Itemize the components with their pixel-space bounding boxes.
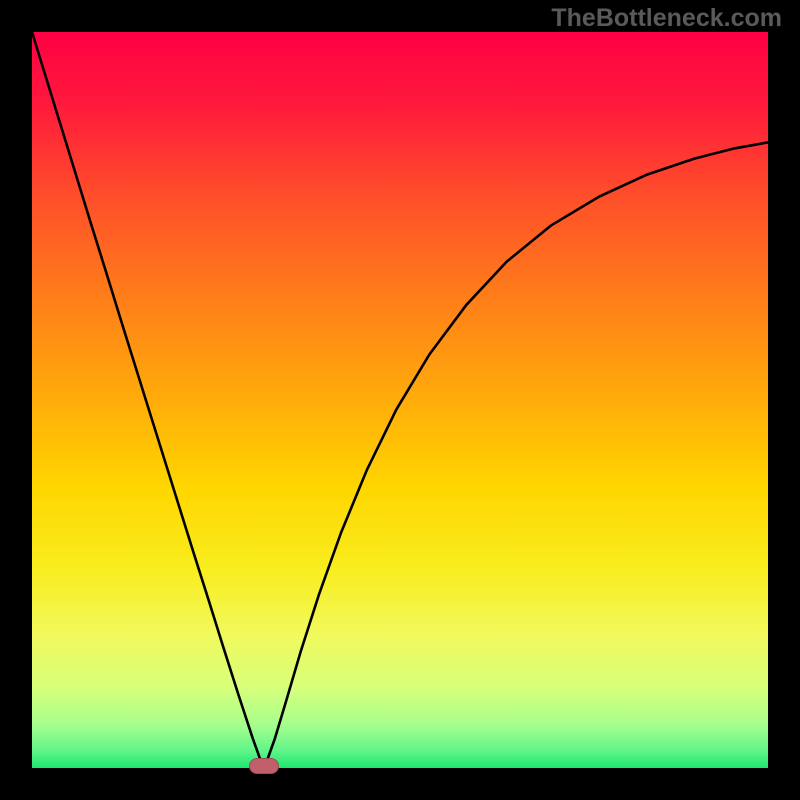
curve-left-branch bbox=[32, 32, 264, 766]
plot-area bbox=[32, 32, 768, 768]
chart-container: TheBottleneck.com bbox=[0, 0, 800, 800]
curve-right-branch bbox=[264, 142, 768, 765]
bottleneck-curve bbox=[32, 32, 768, 768]
minimum-marker bbox=[249, 758, 279, 774]
watermark-text: TheBottleneck.com bbox=[551, 4, 782, 33]
